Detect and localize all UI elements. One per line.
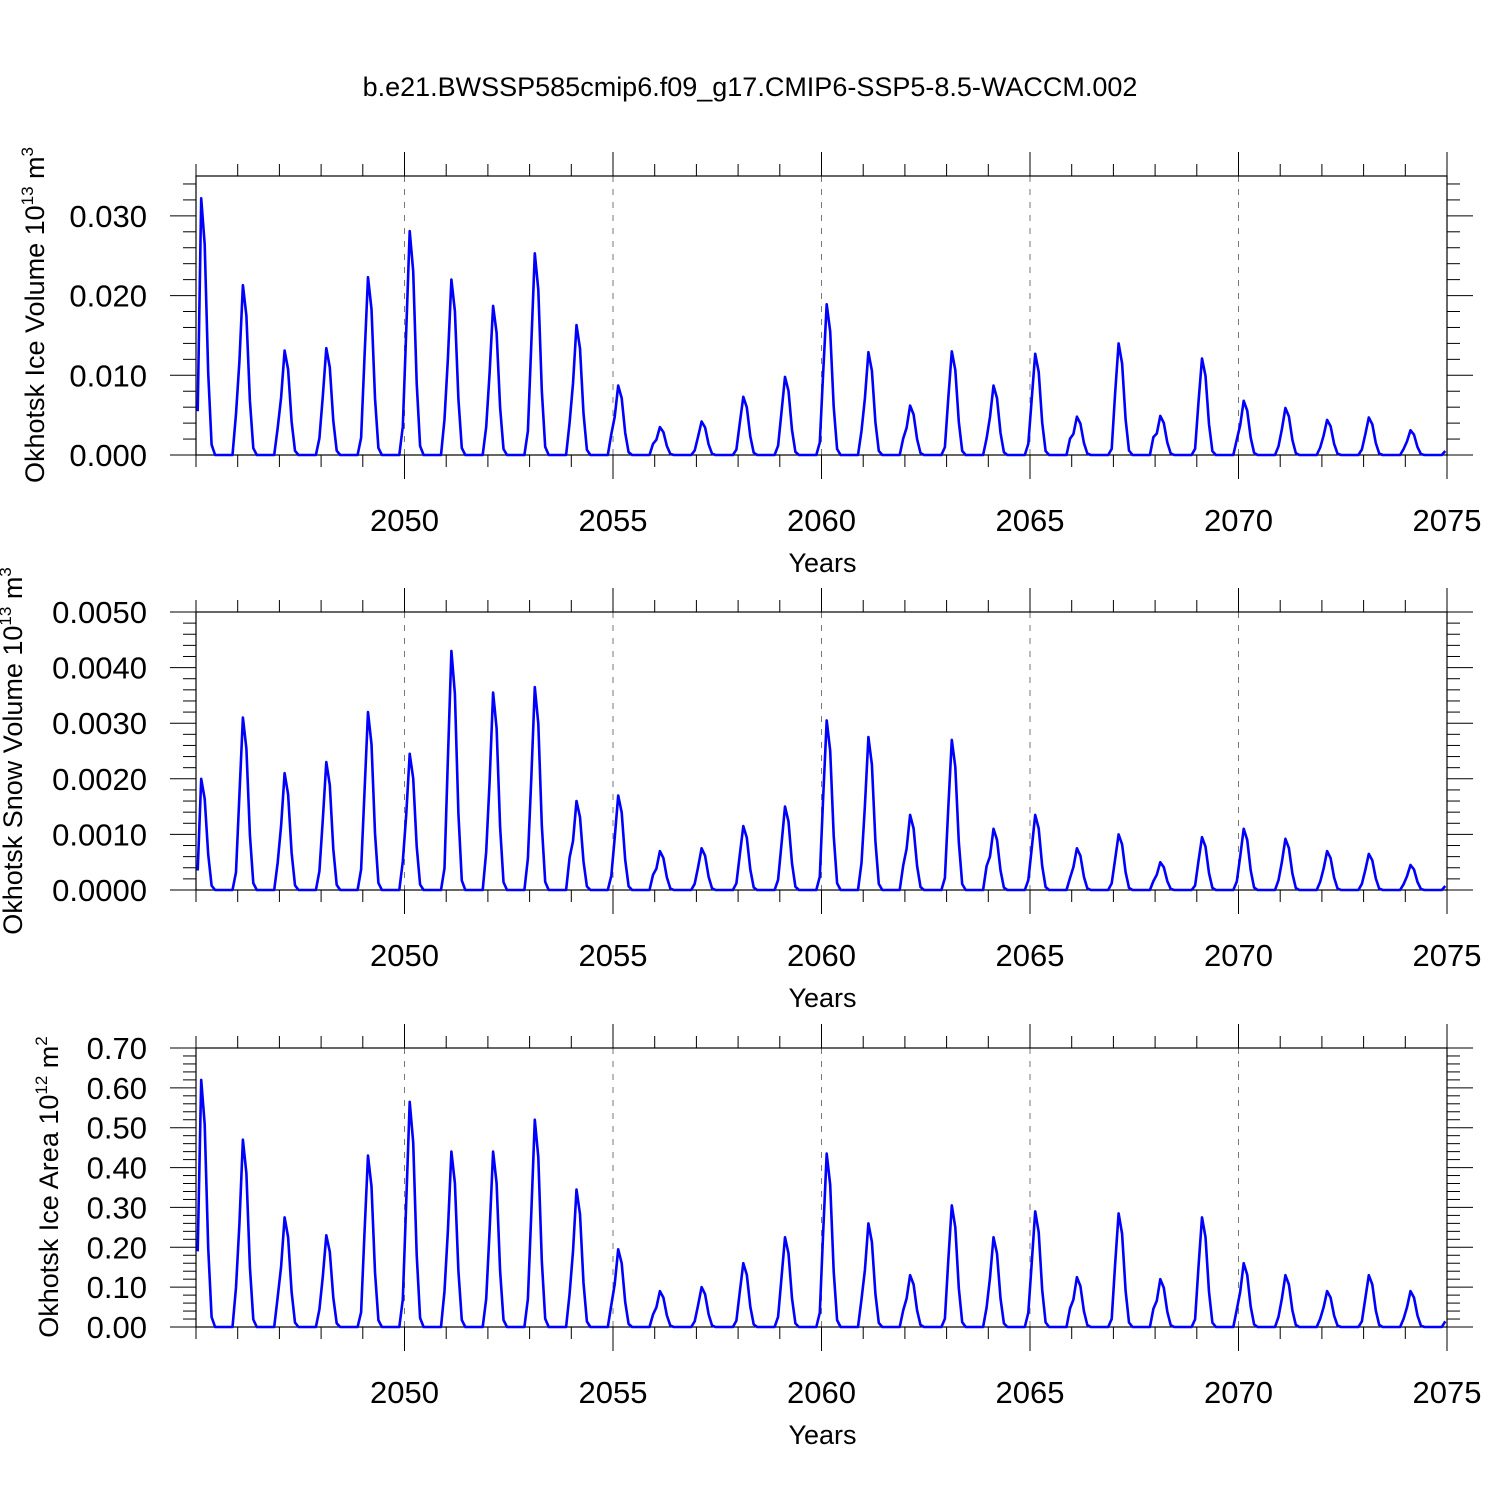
panel1-xtick-label: 2075	[1413, 503, 1482, 538]
panel1-xtick-label: 2065	[996, 503, 1065, 538]
chart-title: b.e21.BWSSP585cmip6.f09_g17.CMIP6-SSP5-8…	[362, 72, 1138, 102]
panel3-xtick-label: 2075	[1413, 1375, 1482, 1410]
panel3-ytick-label: 0.20	[87, 1230, 147, 1265]
panel3-ytick-label: 0.10	[87, 1270, 147, 1305]
panel3-ytick-label: 0.30	[87, 1190, 147, 1225]
panel1-ytick-label: 0.010	[69, 358, 147, 393]
panel1-xtick-label: 2055	[579, 503, 648, 538]
panel2-ylabel: Okhotsk Snow Volume 1013 m3	[0, 567, 28, 935]
panel3-series-line	[196, 1078, 1447, 1329]
panel3-xlabel: Years	[788, 1420, 856, 1450]
panel3-xtick-label: 2060	[787, 1375, 856, 1410]
panel1-ytick-label: 0.030	[69, 199, 147, 234]
panel3-ytick-label: 0.50	[87, 1111, 147, 1146]
panel2-xtick-label: 2075	[1413, 938, 1482, 973]
panel2-xtick-label: 2065	[996, 938, 1065, 973]
panel2-ytick-label: 0.0040	[52, 651, 147, 686]
panel1-xtick-label: 2050	[370, 503, 439, 538]
panel2-xtick-label: 2060	[787, 938, 856, 973]
panel3-ytick-label: 0.00	[87, 1310, 147, 1345]
panel2-xtick-label: 2050	[370, 938, 439, 973]
panel2-xlabel: Years	[788, 983, 856, 1013]
panel1-xlabel: Years	[788, 548, 856, 578]
panel3-xtick-label: 2070	[1204, 1375, 1273, 1410]
panel1-ytick-label: 0.020	[69, 279, 147, 314]
panel1-ylabel: Okhotsk Ice Volume 1013 m3	[18, 147, 50, 483]
panel3-xtick-label: 2050	[370, 1375, 439, 1410]
panel1-ytick-label: 0.000	[69, 438, 147, 473]
panel3-ytick-label: 0.40	[87, 1151, 147, 1186]
panel1-xtick-label: 2070	[1204, 503, 1273, 538]
panel2-series-line	[196, 649, 1447, 892]
panel3-xtick-label: 2055	[579, 1375, 648, 1410]
panel2-ytick-label: 0.0050	[52, 595, 147, 630]
panel2-ytick-label: 0.0000	[52, 873, 147, 908]
panel2-ytick-label: 0.0010	[52, 817, 147, 852]
panel2-xtick-label: 2055	[579, 938, 648, 973]
panel3-ytick-label: 0.60	[87, 1071, 147, 1106]
panel2-ytick-label: 0.0020	[52, 762, 147, 797]
panel3-xtick-label: 2065	[996, 1375, 1065, 1410]
panel3-ylabel: Okhotsk Ice Area 1012 m2	[32, 1036, 64, 1338]
panel1-series-line	[196, 197, 1447, 457]
panel1-xtick-label: 2060	[787, 503, 856, 538]
panel3-ytick-label: 0.70	[87, 1031, 147, 1066]
panel2-xtick-label: 2070	[1204, 938, 1273, 973]
panel2-ytick-label: 0.0030	[52, 706, 147, 741]
